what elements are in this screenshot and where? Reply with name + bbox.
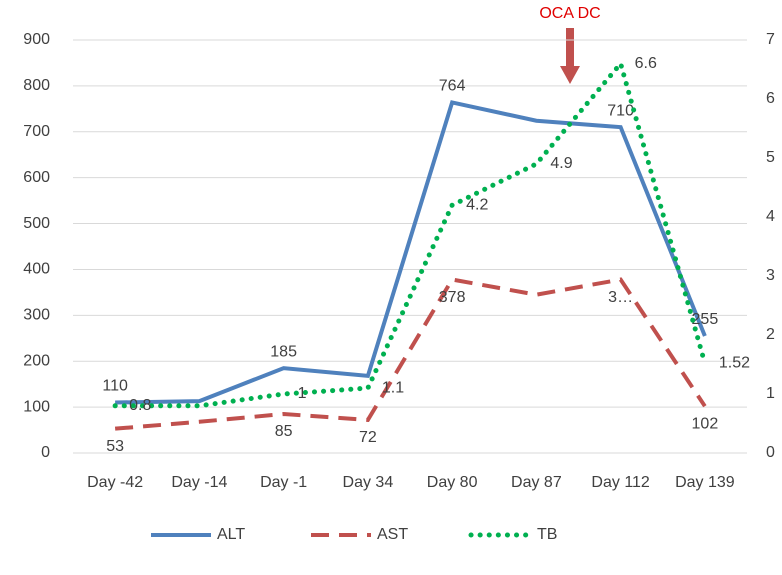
annotation-arrow <box>560 28 580 84</box>
data-label: 1.52 <box>719 355 750 372</box>
legend-label: TB <box>537 526 557 543</box>
x-tick-label: Day 87 <box>511 474 562 491</box>
y2-tick-label: 2 <box>766 326 775 343</box>
y2-tick-label: 5 <box>766 149 775 166</box>
y-tick-label: 500 <box>23 215 50 232</box>
data-label: 0.8 <box>129 397 151 414</box>
y-tick-label: 700 <box>23 123 50 140</box>
data-label: 378 <box>439 289 466 306</box>
line <box>112 58 708 409</box>
data-label: 4.9 <box>550 155 572 172</box>
data-label: 72 <box>359 429 377 446</box>
data-label: 85 <box>275 423 293 440</box>
data-label: 102 <box>692 415 719 432</box>
data-label: 710 <box>607 102 634 119</box>
data-label: 185 <box>270 343 297 360</box>
y2-tick-label: 6 <box>766 90 775 107</box>
x-tick-label: Day -42 <box>87 474 143 491</box>
data-label: 764 <box>439 78 466 95</box>
y-tick-label: 100 <box>23 398 50 415</box>
data-label: 3… <box>608 289 633 306</box>
data-label: 6.6 <box>635 55 657 72</box>
y2-tick-label: 7 <box>766 31 775 48</box>
y-tick-label: 300 <box>23 307 50 324</box>
y2-tick-label: 0 <box>766 444 775 461</box>
data-label: 1.1 <box>382 379 404 396</box>
y-tick-label: 400 <box>23 261 50 278</box>
y2-tick-label: 1 <box>766 385 775 402</box>
data-label: 255 <box>692 311 719 328</box>
y-tick-label: 900 <box>23 31 50 48</box>
x-tick-label: Day 34 <box>343 474 394 491</box>
x-tick-label: Day -14 <box>171 474 227 491</box>
annotation: OCA DC <box>539 5 600 22</box>
y2-tick-label: 3 <box>766 267 775 284</box>
legend-label: AST <box>377 526 408 543</box>
x-tick-label: Day -1 <box>260 474 307 491</box>
data-label: 1 <box>298 385 307 402</box>
y-tick-label: 200 <box>23 352 50 369</box>
y-tick-label: 0 <box>41 444 50 461</box>
x-tick-label: Day 139 <box>675 474 735 491</box>
legend-label: ALT <box>217 526 245 543</box>
x-tick-label: Day 80 <box>427 474 478 491</box>
line <box>114 277 707 431</box>
x-tick-label: Day 112 <box>591 474 650 491</box>
y-tick-label: 600 <box>23 169 50 186</box>
line <box>115 100 707 405</box>
y-tick-label: 800 <box>23 77 50 94</box>
data-label: 110 <box>102 378 128 395</box>
data-label: 4.2 <box>466 196 488 213</box>
y2-tick-label: 4 <box>766 208 775 225</box>
data-label: 53 <box>106 438 124 455</box>
